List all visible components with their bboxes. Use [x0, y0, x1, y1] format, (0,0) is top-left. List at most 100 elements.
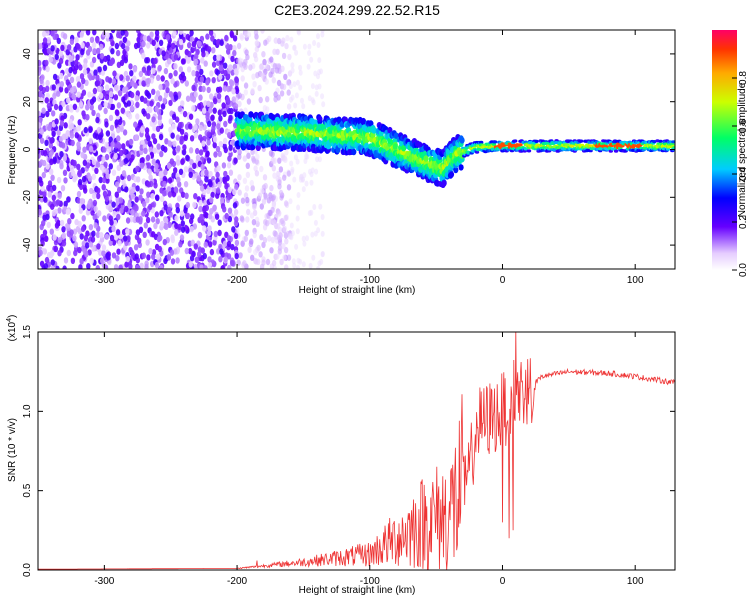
noise-speck: [231, 139, 236, 146]
noise-speck: [226, 240, 232, 248]
noise-speck: [310, 167, 315, 174]
noise-speck: [42, 229, 48, 236]
noise-speck: [175, 207, 180, 214]
noise-speck: [196, 175, 201, 182]
noise-speck: [148, 106, 153, 114]
noise-speck: [295, 228, 300, 235]
noise-speck: [246, 31, 252, 38]
noise-speck: [235, 227, 240, 234]
noise-speck: [63, 177, 68, 184]
noise-speck: [96, 192, 101, 200]
noise-speck: [81, 77, 86, 85]
noise-speck: [95, 80, 101, 87]
noise-speck: [173, 167, 178, 174]
noise-speck: [172, 149, 177, 156]
noise-speck: [60, 185, 66, 192]
noise-speck: [146, 254, 151, 261]
noise-speck: [254, 170, 260, 177]
noise-speck: [259, 234, 264, 241]
noise-speck: [116, 248, 121, 255]
noise-speck: [125, 228, 130, 235]
noise-speck: [124, 30, 129, 37]
noise-speck: [167, 58, 172, 65]
noise-speck: [113, 153, 118, 160]
noise-speck: [110, 141, 115, 148]
noise-speck: [160, 75, 165, 82]
noise-speck: [90, 236, 96, 243]
noise-speck: [76, 125, 81, 132]
noise-speck: [282, 225, 287, 233]
noise-speck: [109, 124, 115, 132]
noise-speck: [215, 187, 221, 194]
noise-speck: [128, 263, 133, 269]
noise-speck: [162, 175, 167, 183]
signal-point: [474, 150, 480, 154]
noise-speck: [157, 114, 162, 121]
noise-speck: [89, 104, 94, 111]
noise-speck: [286, 103, 292, 110]
noise-speck: [207, 46, 212, 53]
noise-speck: [202, 225, 207, 232]
noise-speck: [57, 207, 62, 214]
noise-speck: [232, 45, 237, 52]
noise-speck: [171, 123, 176, 130]
noise-speck: [178, 241, 183, 248]
noise-speck: [312, 204, 317, 210]
y-tick-label: 0: [22, 146, 33, 152]
noise-speck: [43, 150, 48, 157]
signal-point: [523, 147, 528, 151]
noise-speck: [115, 49, 121, 57]
noise-speck: [95, 74, 100, 81]
noise-speck: [234, 216, 239, 223]
noise-speck: [290, 62, 295, 69]
noise-speck: [320, 214, 325, 220]
noise-speck: [250, 254, 255, 261]
noise-speck: [173, 70, 178, 77]
noise-speck: [101, 250, 106, 257]
noise-speck: [262, 174, 268, 181]
noise-speck: [108, 97, 114, 105]
noise-speck: [154, 30, 160, 37]
noise-speck: [185, 154, 190, 161]
noise-speck: [62, 169, 68, 176]
noise-speck: [222, 206, 227, 213]
noise-speck: [109, 59, 114, 66]
noise-speck: [157, 119, 163, 127]
noise-speck: [99, 164, 105, 171]
noise-speck: [69, 229, 74, 236]
noise-speck: [48, 151, 53, 158]
noise-speck: [237, 92, 242, 99]
y-tick-label: 1.0: [22, 404, 33, 418]
noise-speck: [38, 116, 43, 124]
noise-speck: [271, 259, 277, 267]
noise-speck: [91, 230, 96, 237]
noise-speck: [105, 76, 110, 83]
noise-speck: [216, 54, 221, 61]
noise-speck: [195, 147, 200, 155]
noise-speck: [53, 30, 58, 34]
noise-speck: [206, 100, 211, 108]
noise-speck: [126, 40, 131, 47]
noise-speck: [144, 57, 149, 64]
noise-speck: [202, 252, 207, 260]
colorbar-gradient: [712, 30, 737, 270]
noise-speck: [239, 215, 244, 222]
noise-speck: [67, 44, 72, 51]
noise-speck: [100, 257, 105, 264]
noise-speck: [201, 51, 206, 58]
noise-speck: [207, 225, 212, 232]
noise-speck: [61, 240, 67, 247]
noise-speck: [180, 100, 185, 107]
noise-speck: [246, 98, 252, 105]
noise-speck: [44, 59, 49, 67]
signal-point: [513, 139, 518, 143]
noise-speck: [111, 169, 117, 176]
noise-speck: [216, 165, 221, 172]
noise-speck: [147, 140, 152, 147]
noise-speck: [234, 77, 239, 84]
noise-speck: [184, 192, 189, 199]
noise-speck: [233, 232, 239, 240]
noise-speck: [218, 256, 223, 263]
noise-speck: [162, 180, 167, 188]
noise-speck: [56, 176, 62, 184]
